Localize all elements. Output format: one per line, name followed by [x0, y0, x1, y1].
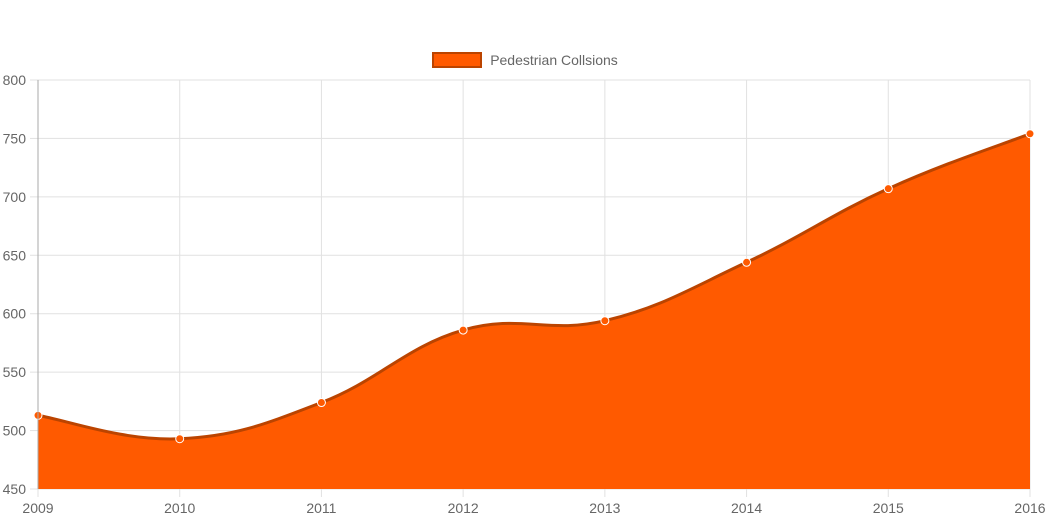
y-tick-label: 650 — [3, 247, 27, 263]
data-point — [600, 316, 610, 326]
x-tick-label: 2014 — [731, 500, 762, 516]
y-tick-label: 450 — [3, 481, 27, 497]
y-tick-label: 700 — [3, 189, 27, 205]
y-tick-label: 550 — [3, 364, 27, 380]
data-point — [742, 257, 752, 267]
legend-label: Pedestrian Collsions — [490, 52, 618, 68]
y-tick-label: 600 — [3, 306, 27, 322]
x-tick-label: 2016 — [1014, 500, 1045, 516]
x-tick-label: 2010 — [164, 500, 195, 516]
area-layer — [37, 132, 1031, 490]
data-point — [458, 325, 468, 335]
y-tick-label: 500 — [3, 423, 27, 439]
x-tick-label: 2012 — [448, 500, 479, 516]
legend-swatch — [432, 52, 483, 68]
x-tick-label: 2009 — [22, 500, 53, 516]
axis-layer: 450 500 550 600 650 700 750 800 2009 2010 2011 2012… — [3, 72, 1046, 516]
data-point — [1025, 129, 1035, 139]
x-tick-label: 2015 — [873, 500, 904, 516]
data-point — [883, 184, 893, 194]
y-tick-label: 800 — [3, 72, 27, 88]
data-point — [316, 398, 326, 408]
x-tick-label: 2013 — [589, 500, 620, 516]
series-area — [38, 133, 1030, 490]
series-line — [37, 132, 1031, 441]
data-point — [175, 434, 185, 444]
points-layer — [33, 129, 1035, 444]
legend[interactable]: Pedestrian Collsions — [0, 49, 1050, 71]
x-tick-label: 2011 — [306, 500, 336, 516]
y-tick-label: 750 — [3, 130, 27, 146]
